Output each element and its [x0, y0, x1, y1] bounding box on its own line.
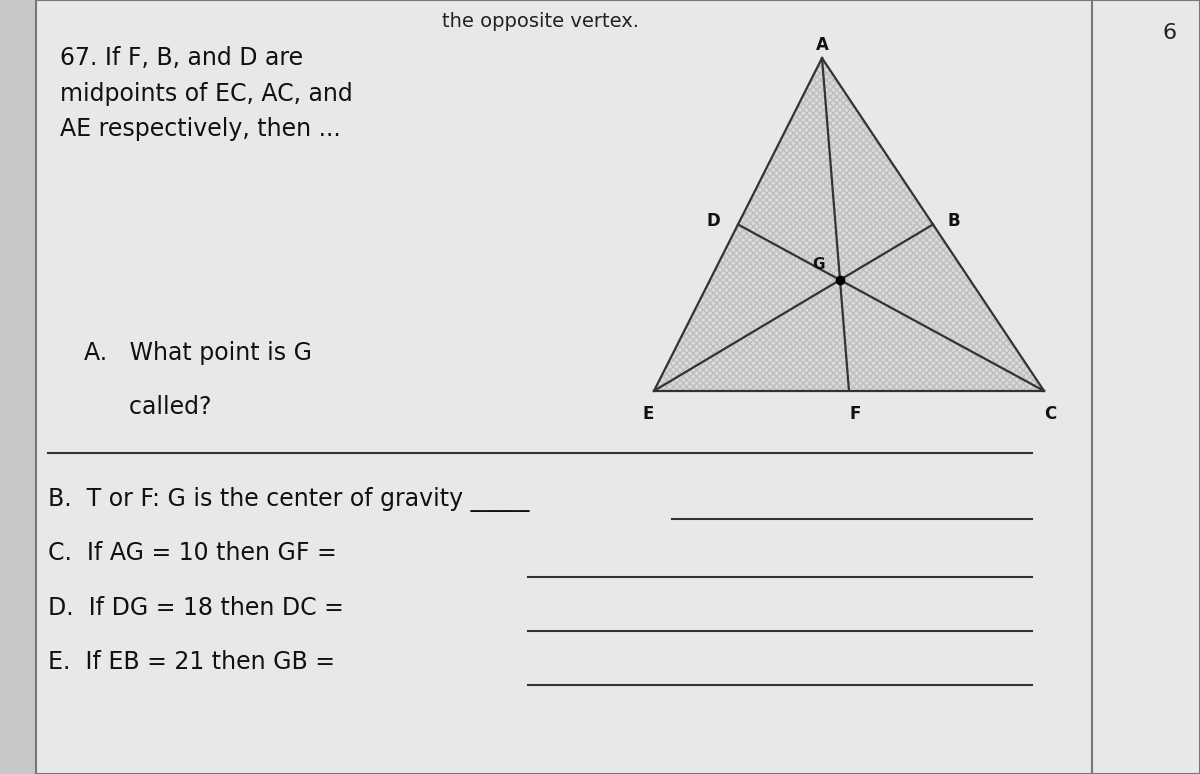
Text: B.  T or F: G is the center of gravity _____: B. T or F: G is the center of gravity __… [48, 487, 529, 512]
Text: C: C [1044, 405, 1056, 423]
Text: A.   What point is G: A. What point is G [84, 341, 312, 365]
Text: E.  If EB = 21 then GB =: E. If EB = 21 then GB = [48, 649, 335, 674]
Text: D: D [707, 211, 720, 230]
Text: 67. If F, B, and D are
midpoints of EC, AC, and
AE respectively, then ...: 67. If F, B, and D are midpoints of EC, … [60, 46, 353, 141]
Polygon shape [654, 58, 1044, 391]
Text: the opposite vertex.: the opposite vertex. [442, 12, 638, 31]
Text: C.  If AG = 10 then GF =: C. If AG = 10 then GF = [48, 541, 337, 566]
Text: called?: called? [84, 395, 211, 419]
Bar [36, 0, 1092, 774]
Bar [1092, 0, 1200, 774]
Text: D.  If DG = 18 then DC =: D. If DG = 18 then DC = [48, 595, 344, 620]
Text: G: G [812, 257, 824, 272]
Text: F: F [850, 405, 860, 423]
Text: 6: 6 [1163, 23, 1177, 43]
Text: B: B [948, 211, 960, 230]
Text: E: E [642, 405, 654, 423]
Text: A: A [816, 36, 828, 54]
